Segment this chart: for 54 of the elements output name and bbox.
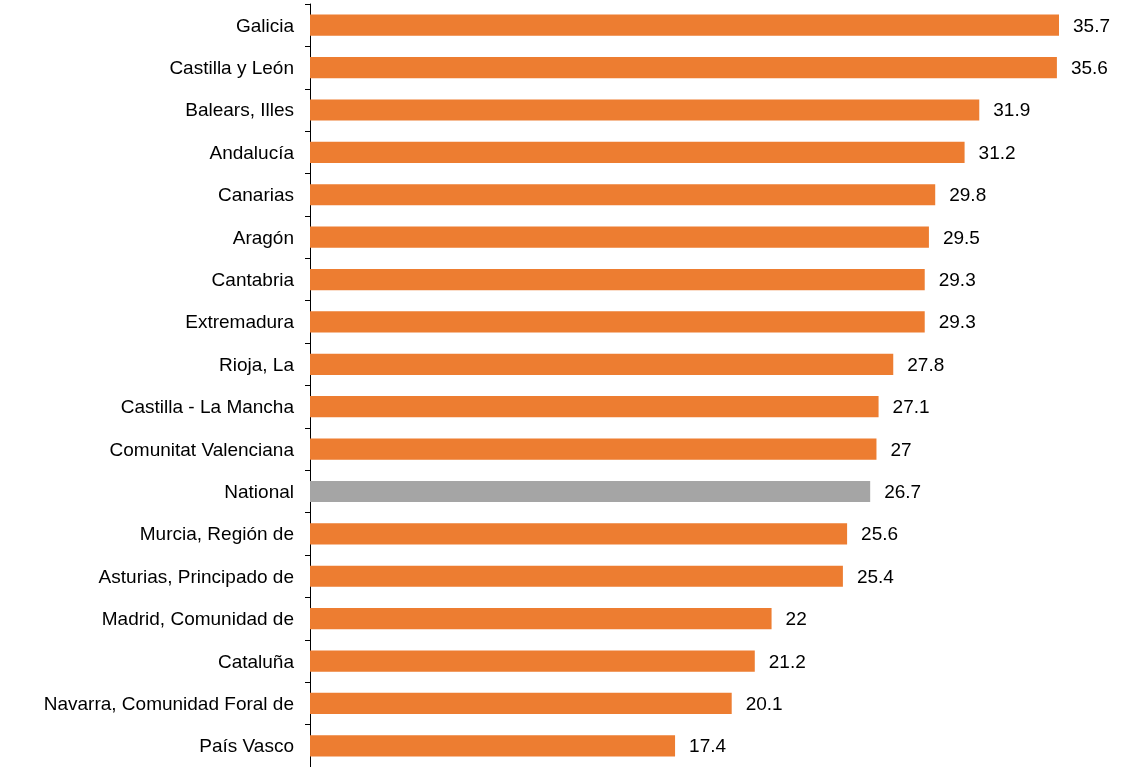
y-tick-label: Navarra, Comunidad Foral de	[43, 692, 294, 714]
y-tick-label: Aragón	[232, 226, 294, 248]
y-tick-label: Canarias	[217, 184, 294, 206]
data-label: 22	[785, 608, 807, 630]
data-label: 31.2	[978, 141, 1016, 163]
y-tick-label: Murcia, Región de	[139, 523, 294, 545]
bar	[310, 226, 929, 248]
bar	[310, 311, 925, 333]
bar	[310, 565, 843, 587]
data-label: 25.4	[856, 565, 895, 587]
y-tick-label: Asturias, Principado de	[98, 565, 294, 587]
data-label: 20.1	[745, 692, 783, 714]
data-label: 29.3	[938, 269, 976, 291]
y-tick-label: Madrid, Comunidad de	[101, 608, 294, 630]
y-tick-label: Cataluña	[217, 650, 295, 672]
data-label: 35.7	[1073, 14, 1110, 36]
data-label: 29.8	[949, 184, 987, 206]
bar	[310, 184, 936, 206]
y-tick-label: Andalucía	[209, 141, 295, 163]
bar	[310, 735, 676, 757]
y-tick-label: Rioja, La	[219, 353, 295, 375]
bar	[310, 268, 925, 291]
data-label: 27	[890, 438, 912, 460]
bar	[310, 396, 879, 418]
y-tick-label: National	[224, 480, 294, 502]
bar	[310, 14, 1059, 36]
data-label: 25.6	[861, 523, 899, 545]
data-label: 27.8	[907, 353, 945, 375]
y-tick-label: Cantabria	[211, 269, 295, 291]
bar	[310, 56, 1057, 79]
y-tick-label: Extremadura	[185, 311, 295, 333]
data-label: 26.7	[884, 480, 922, 502]
data-label: 17.4	[689, 735, 727, 757]
y-tick-label: Castilla y León	[169, 57, 294, 79]
bar	[310, 523, 848, 545]
y-tick-label: Comunitat Valenciana	[109, 438, 295, 460]
y-tick-label: Galicia	[235, 14, 295, 36]
bar	[310, 99, 980, 121]
data-label: 29.5	[942, 226, 980, 248]
data-label: 27.1	[892, 396, 930, 418]
y-tick-label: País Vasco	[199, 735, 294, 757]
bar	[310, 608, 772, 630]
bar	[310, 353, 894, 375]
bar	[310, 692, 732, 715]
data-label: 35.6	[1070, 57, 1108, 79]
bar	[310, 438, 877, 460]
bar	[310, 480, 871, 503]
bar	[310, 141, 965, 163]
data-label: 31.9	[993, 99, 1031, 121]
y-tick-label: Castilla - La Mancha	[120, 396, 295, 418]
bar	[310, 650, 755, 672]
y-tick-label: Balears, Illes	[185, 99, 294, 121]
data-label: 21.2	[768, 650, 806, 672]
data-label: 29.3	[938, 311, 976, 333]
